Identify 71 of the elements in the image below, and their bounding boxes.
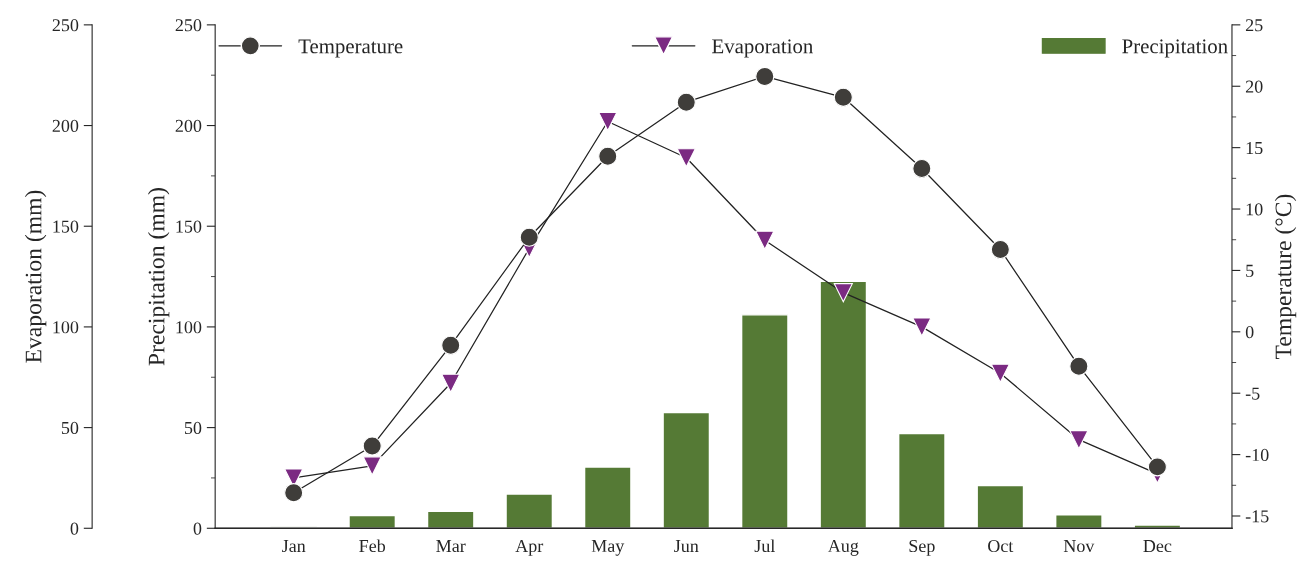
y2-tick-label: 10 <box>1246 203 1263 216</box>
point <box>755 66 775 87</box>
y2-tick-label: 25 <box>1245 19 1263 32</box>
point <box>1069 430 1089 450</box>
y3-tick-label: 200 <box>52 119 79 132</box>
y2-tick-label: -5 <box>1245 387 1260 400</box>
y3-axis-title: Evaporation (mm) <box>24 190 47 363</box>
bar <box>348 514 397 529</box>
y-tick-label: 100 <box>176 321 202 334</box>
bar <box>819 280 868 529</box>
x-tick-label: Dec <box>1143 540 1172 553</box>
point <box>912 317 932 337</box>
bar <box>583 466 632 529</box>
y2-tick-label: -15 <box>1245 510 1269 523</box>
bar <box>426 510 475 529</box>
point <box>598 146 618 166</box>
point <box>284 483 304 503</box>
x-tick-label: May <box>591 540 625 556</box>
x-tick-label: Nov <box>1063 540 1095 553</box>
x-tick-label: Mar <box>436 540 466 553</box>
point <box>441 335 461 355</box>
point <box>990 239 1010 260</box>
bar <box>976 484 1025 529</box>
bar <box>1133 524 1182 529</box>
y3-tick-label: 0 <box>70 522 79 535</box>
y-tick-label: 50 <box>184 421 202 435</box>
y-tick-label: 200 <box>175 119 202 132</box>
point <box>362 436 382 456</box>
point <box>676 148 696 168</box>
point <box>833 283 853 303</box>
x-tick-label: Apr <box>515 540 544 556</box>
bar <box>740 314 789 529</box>
y-tick-label: 250 <box>175 19 202 32</box>
y2-axis-title: Temperature (°C) <box>1274 194 1297 360</box>
y-tick-label: 0 <box>193 522 202 535</box>
point <box>990 363 1010 383</box>
point <box>441 373 461 393</box>
bar <box>897 432 946 529</box>
x-tick-label: Jan <box>282 540 306 553</box>
y3-tick-label: 250 <box>52 19 79 32</box>
bar <box>1055 514 1103 529</box>
legend-label: Precipitation <box>1122 39 1228 58</box>
y3-tick-label: 100 <box>53 321 79 334</box>
y-axis-title: Precipitation (mm) <box>147 188 170 366</box>
point <box>362 456 382 476</box>
y2-tick-label: 20 <box>1245 80 1263 93</box>
point <box>676 92 696 112</box>
x-tick-label: Oct <box>988 539 1014 553</box>
bar <box>662 411 711 529</box>
y2-tick-label: 0 <box>1245 326 1254 339</box>
point <box>1147 457 1167 477</box>
y2-tick-label: 15 <box>1246 141 1263 155</box>
point <box>1069 356 1089 376</box>
y2-tick-label: -10 <box>1245 448 1269 462</box>
point <box>519 227 539 247</box>
y-tick-label: 150 <box>176 220 202 233</box>
x-tick-label: Aug <box>827 539 859 556</box>
x-tick-label: Sep <box>909 539 935 556</box>
point <box>598 111 618 132</box>
bar <box>505 493 554 529</box>
point <box>912 158 932 179</box>
x-tick-label: Jul <box>754 539 775 553</box>
point <box>833 87 853 107</box>
x-tick-label: Feb <box>359 539 386 553</box>
y2-tick-label: 5 <box>1246 264 1254 277</box>
y3-tick-label: 150 <box>53 220 79 233</box>
legend-label: Temperature <box>298 39 403 58</box>
point <box>755 230 775 250</box>
legend-label: Evaporation <box>712 39 813 58</box>
x-tick-label: Jun <box>674 540 699 553</box>
y3-tick-label: 50 <box>61 421 79 435</box>
